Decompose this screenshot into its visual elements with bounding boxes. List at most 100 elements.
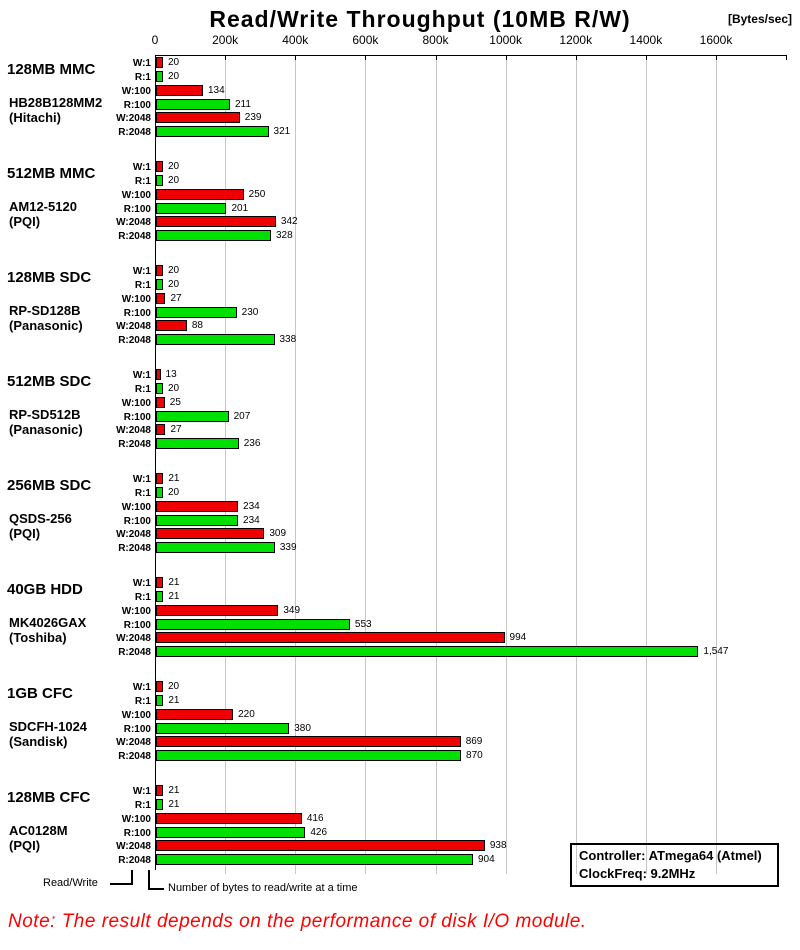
row-label: R:1 (134, 279, 151, 291)
bar-value-label: 25 (169, 396, 181, 408)
bar-value-label: 904 (477, 854, 495, 866)
bar-value-label: 380 (294, 722, 311, 734)
bar-value-label: 20 (168, 57, 180, 68)
row-label: R:2048 (118, 751, 151, 763)
read-bar (156, 618, 350, 630)
write-bar (156, 632, 505, 644)
read-bar (156, 334, 275, 346)
group-name: 128MB CFC (7, 789, 91, 806)
bar-value-label: 230 (241, 306, 259, 318)
row-label: W:2048 (116, 841, 151, 853)
bar-value-label: 21 (168, 577, 180, 588)
read-bar (156, 826, 306, 838)
bar-value-label: 339 (279, 542, 297, 554)
write-bar (156, 736, 461, 748)
gridline (575, 56, 577, 874)
bar-value-label: 207 (233, 410, 251, 422)
x-tick-label: 200k (212, 33, 239, 47)
axis-tick-mark (225, 56, 227, 60)
group-maker: (Sandisk) (9, 734, 68, 749)
bar-value-label: 338 (279, 334, 297, 346)
row-label: R:100 (123, 99, 151, 111)
write-bar (156, 369, 161, 380)
bar-value-label: 211 (234, 98, 251, 110)
row-label: R:2048 (118, 127, 151, 139)
axis-tick-mark (575, 56, 577, 60)
bar-value-label: 20 (168, 382, 180, 394)
group-name: 128MB MMC (7, 61, 96, 78)
row-label: R:2048 (118, 231, 151, 243)
bar-value-label: 1,547 (703, 646, 729, 658)
row-label: W:2048 (116, 425, 151, 437)
read-bar (156, 590, 164, 602)
controller-line: Controller: ATmega64 (Atmel) (579, 848, 762, 863)
plot-area: 20 20 134 211 239 321 20 20 250 201 342 328 20 20 27 23… (155, 55, 787, 874)
group-model: MK4026GAX (9, 615, 87, 630)
x-tick-label: 400k (282, 33, 309, 47)
gridline (225, 56, 227, 874)
row-label: R:100 (123, 203, 151, 215)
bar-value-label: 342 (280, 216, 298, 228)
group-maker: (Toshiba) (9, 630, 67, 645)
row-label: R:100 (123, 411, 151, 423)
x-axis-tick-labels: 0 200k 400k 600k 800k 1000k 1200k 1400k 1600k (152, 33, 795, 48)
group-model: AC0128M (9, 823, 68, 838)
row-label: W:2048 (116, 633, 151, 645)
read-bar (156, 98, 230, 110)
write-bar (156, 812, 302, 824)
write-bar (156, 500, 239, 512)
row-label: R:1 (134, 487, 151, 499)
row-label: W:2048 (116, 737, 151, 749)
read-bar (156, 230, 271, 242)
row-label: R:1 (134, 383, 151, 395)
gridline (716, 56, 717, 874)
bar-value-label: 236 (243, 438, 261, 450)
row-label: R:100 (123, 307, 151, 319)
read-bar (156, 306, 237, 318)
x-tick-label: 0 (151, 33, 159, 47)
write-bar (156, 785, 164, 796)
axis-tick-mark (505, 56, 507, 60)
gridline (295, 56, 297, 874)
group-maker: (PQI) (9, 526, 41, 541)
row-label: W:100 (121, 85, 151, 97)
bar-value-label: 20 (168, 278, 180, 290)
group-model: RP-SD128B (9, 303, 81, 318)
read-write-bracket-line (131, 870, 133, 885)
read-bar (156, 722, 290, 734)
read-bar (156, 854, 473, 866)
read-bar (156, 70, 163, 82)
x-tick-label: 1400k (629, 33, 663, 47)
axis-unit-label: [Bytes/sec] (727, 12, 792, 26)
row-label: W:1 (132, 58, 151, 69)
write-bar (156, 577, 164, 588)
read-bar (156, 486, 163, 498)
write-bar (156, 161, 163, 172)
axis-tick-mark (435, 56, 437, 60)
bar-value-label: 27 (170, 292, 182, 304)
read-bar (156, 514, 239, 526)
gridline (365, 56, 367, 874)
x-tick-label: 1200k (559, 33, 593, 47)
bar-value-label: 13 (165, 369, 177, 380)
write-bar (156, 292, 166, 304)
read-bar (156, 202, 227, 214)
row-label: W:100 (121, 397, 151, 409)
row-label: W:2048 (116, 113, 151, 125)
read-bar (156, 798, 164, 810)
bar-value-label: 416 (306, 812, 324, 824)
row-label: R:2048 (118, 335, 151, 347)
bar-value-label: 234 (243, 514, 260, 526)
write-bar (156, 840, 485, 852)
group-name: 40GB HDD (7, 581, 83, 598)
row-label: R:100 (123, 723, 151, 735)
x-tick-label: 1600k (699, 33, 733, 47)
read-bar (156, 694, 164, 706)
row-label: W:100 (121, 813, 151, 825)
read-write-label: Read/Write (43, 877, 98, 889)
bytes-bracket-line (148, 870, 150, 890)
write-bar (156, 708, 234, 720)
bar-value-label: 20 (168, 681, 180, 692)
axis-tick-mark (295, 56, 297, 60)
bar-value-label: 21 (168, 473, 180, 484)
